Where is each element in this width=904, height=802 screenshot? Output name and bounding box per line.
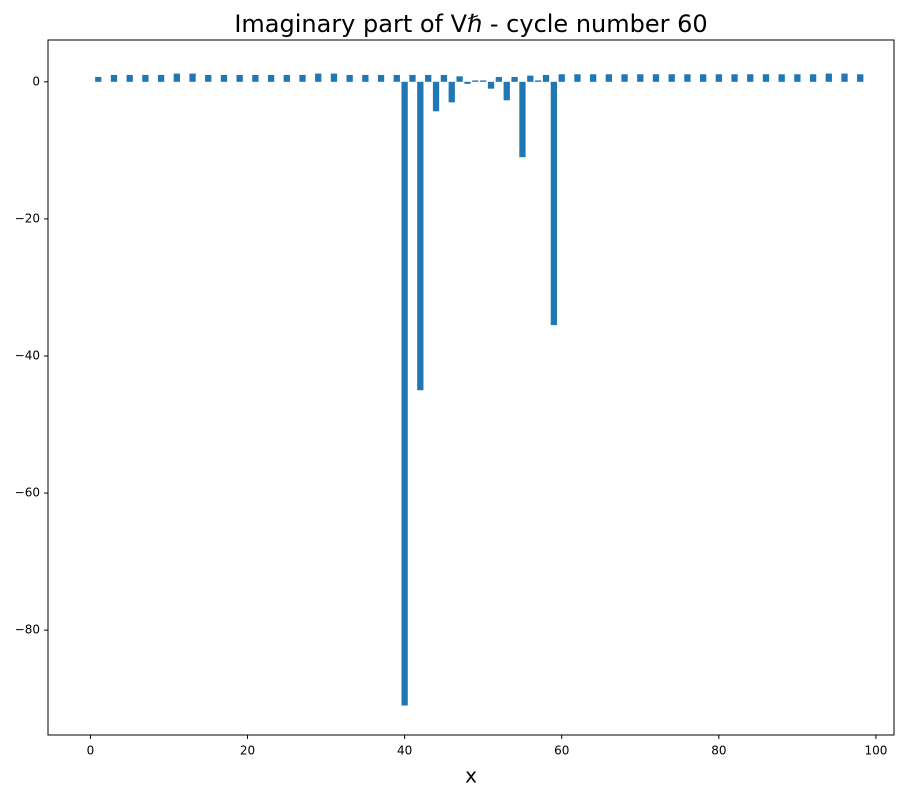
- bar: [409, 74, 416, 82]
- bar: [527, 75, 534, 82]
- bar: [511, 77, 518, 82]
- bar: [330, 73, 338, 82]
- bar: [157, 74, 165, 82]
- bar: [637, 74, 644, 82]
- plot-frame: [47, 39, 895, 736]
- bar: [283, 74, 290, 82]
- bar: [189, 73, 196, 82]
- y-tick-label: −20: [15, 211, 40, 225]
- bar: [668, 74, 675, 82]
- bar: [173, 73, 180, 82]
- bar: [684, 74, 691, 82]
- bar: [425, 74, 432, 82]
- bar: [126, 74, 133, 82]
- bar: [841, 73, 848, 82]
- bar: [535, 80, 542, 82]
- bar: [417, 81, 424, 391]
- bar: [346, 74, 353, 82]
- bar: [393, 74, 400, 82]
- bar: [377, 74, 385, 82]
- bar: [778, 74, 785, 82]
- bar: [472, 80, 479, 82]
- bar: [550, 81, 558, 326]
- bar: [464, 81, 471, 84]
- bar: [205, 74, 212, 82]
- bar: [299, 74, 306, 82]
- x-tick-label: 40: [397, 744, 412, 758]
- bar: [652, 74, 660, 82]
- bar: [95, 77, 102, 82]
- bar: [747, 74, 754, 82]
- bar: [495, 77, 503, 82]
- bar: [621, 74, 628, 82]
- bar: [809, 74, 817, 82]
- bar: [542, 74, 550, 82]
- bar: [456, 76, 463, 82]
- bar: [762, 74, 770, 82]
- bar: [480, 80, 487, 82]
- bar: [220, 74, 228, 82]
- bar: [715, 74, 722, 82]
- bar: [574, 74, 581, 82]
- bar: [362, 74, 369, 82]
- y-tick-label: −40: [15, 348, 40, 362]
- bar: [432, 81, 440, 112]
- bar: [605, 74, 612, 82]
- bar: [401, 81, 408, 706]
- y-tick-label: −80: [15, 623, 40, 637]
- bar: [440, 74, 448, 82]
- bar: [142, 74, 149, 82]
- bar: [487, 81, 495, 89]
- x-tick-label: 0: [87, 744, 95, 758]
- bar: [794, 74, 801, 82]
- bar: [315, 73, 322, 82]
- bar: [825, 73, 832, 82]
- bar: [236, 74, 243, 82]
- chart-title: Imaginary part of Vℏ - cycle number 60: [234, 10, 707, 38]
- y-tick-label: −60: [15, 486, 40, 500]
- bar: [110, 74, 118, 82]
- bar: [558, 74, 565, 82]
- bar: [252, 74, 259, 82]
- bar: [857, 74, 864, 82]
- x-tick-label: 20: [240, 744, 255, 758]
- bar: [448, 81, 455, 103]
- bar: [590, 74, 597, 82]
- bar: [699, 74, 707, 82]
- x-tick-label: 60: [554, 744, 569, 758]
- y-tick-label: 0: [32, 74, 40, 88]
- x-tick-label: 80: [711, 744, 726, 758]
- bar: [731, 74, 738, 82]
- x-axis-label: x: [465, 764, 477, 788]
- bar: [503, 81, 510, 101]
- bar: [519, 81, 526, 158]
- bar: [267, 74, 275, 82]
- x-tick-label: 100: [864, 744, 887, 758]
